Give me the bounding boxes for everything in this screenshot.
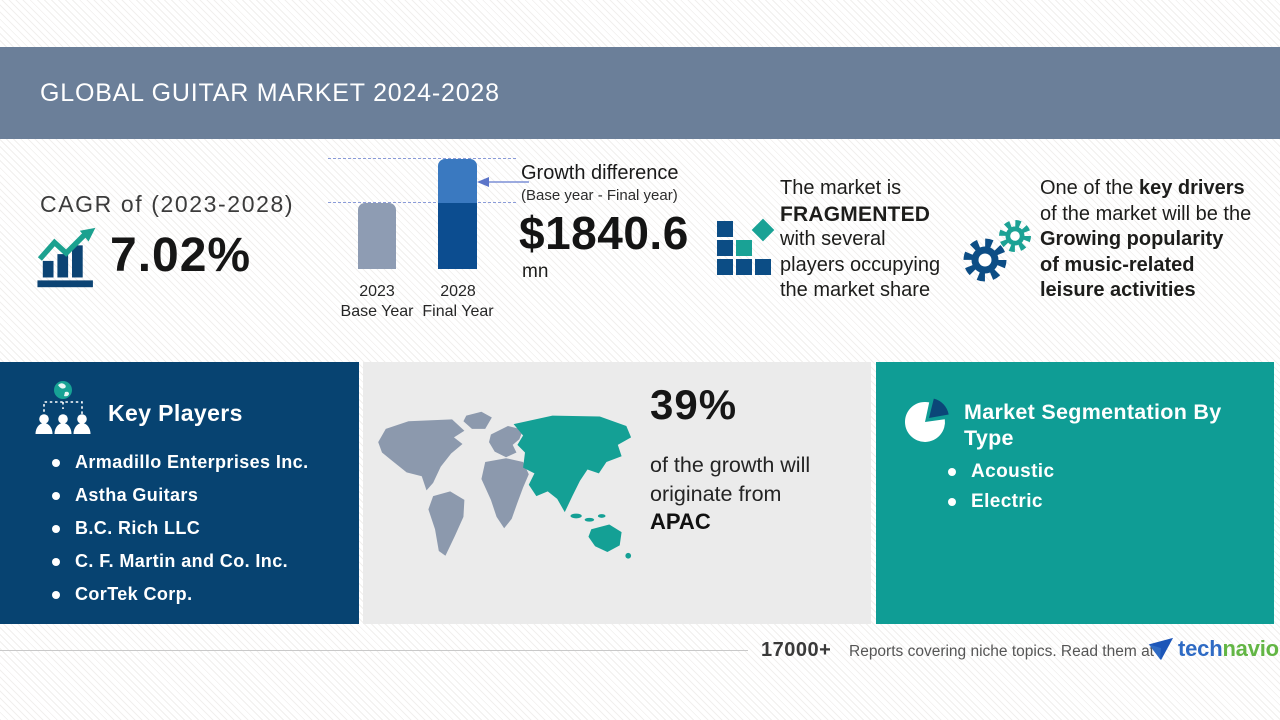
key-driver-line: One of the key drivers bbox=[1040, 177, 1245, 199]
apac-line: of the growth will bbox=[650, 453, 811, 477]
growth-chart-icon bbox=[37, 227, 96, 288]
bar-year: 2023 bbox=[359, 283, 395, 300]
growth-difference-title: Growth difference bbox=[521, 162, 679, 184]
fragmentation-line: players occupying bbox=[780, 253, 941, 276]
fragmentation-line: the market share bbox=[780, 279, 931, 301]
cagr-value: 7.02% bbox=[110, 229, 252, 282]
bullet-icon bbox=[52, 590, 60, 599]
segmentation-item: Acoustic bbox=[948, 461, 1054, 483]
key-player-item: C. F. Martin and Co. Inc. bbox=[52, 551, 308, 572]
bullet-icon bbox=[52, 491, 60, 500]
key-driver-bold-line: of music-related bbox=[1040, 253, 1195, 276]
bar-2028 bbox=[438, 159, 477, 269]
key-players-icon bbox=[35, 381, 91, 434]
key-driver-text: One of the key drivers of the market wil… bbox=[1040, 176, 1275, 304]
technavio-logo[interactable]: technavio™ bbox=[1148, 636, 1280, 662]
segmentation-title: Market Segmentation By Type bbox=[964, 400, 1222, 450]
key-players-panel bbox=[0, 362, 359, 624]
pie-chart-icon bbox=[904, 398, 949, 442]
bar-role: Final Year bbox=[422, 303, 494, 320]
key-player-item: B.C. Rich LLC bbox=[52, 518, 308, 539]
key-players-title: Key Players bbox=[108, 400, 243, 426]
guide-line-base-year bbox=[328, 202, 516, 203]
bar-role: Base Year bbox=[340, 303, 414, 320]
world-map bbox=[378, 411, 632, 559]
footer-report-count: 17000+ bbox=[761, 639, 832, 661]
fragmentation-line: The market is bbox=[780, 177, 902, 199]
key-players-list: Armadillo Enterprises Inc. Astha Guitars… bbox=[52, 452, 308, 617]
bullet-icon bbox=[52, 557, 60, 566]
key-player-item: Armadillo Enterprises Inc. bbox=[52, 452, 308, 473]
bullet-icon bbox=[948, 468, 956, 476]
key-driver-line: of the market will be the bbox=[1040, 202, 1252, 225]
map-rest-of-world bbox=[378, 411, 529, 556]
bar-2028-base-segment bbox=[438, 203, 477, 269]
key-driver-bold-line: leisure activities bbox=[1040, 279, 1196, 301]
cagr-label: CAGR of (2023-2028) bbox=[40, 191, 295, 217]
technavio-plane-icon bbox=[1148, 637, 1174, 661]
bullet-icon bbox=[52, 524, 60, 533]
bullet-icon bbox=[52, 458, 60, 467]
bar-2028-growth-segment bbox=[438, 159, 477, 203]
segmentation-item: Electric bbox=[948, 491, 1054, 513]
apac-line: originate from bbox=[650, 481, 782, 506]
growth-difference-subtitle: (Base year - Final year) bbox=[521, 187, 678, 204]
fragmentation-emphasis: FRAGMENTED bbox=[780, 202, 931, 226]
bar-2023 bbox=[358, 203, 396, 269]
key-player-item: CorTek Corp. bbox=[52, 584, 308, 605]
teal-gear bbox=[999, 220, 1031, 252]
footer-tagline: Reports covering niche topics. Read them… bbox=[849, 643, 1154, 660]
left-arrow-icon bbox=[477, 177, 529, 187]
key-player-item: Astha Guitars bbox=[52, 485, 308, 506]
header-bar: GLOBAL GUITAR MARKET 2024-2028 bbox=[0, 47, 1280, 139]
brand-navio: navio bbox=[1222, 636, 1279, 661]
page-title: GLOBAL GUITAR MARKET 2024-2028 bbox=[40, 78, 500, 107]
gears-icon bbox=[963, 220, 1031, 282]
apac-text: of the growth will originate from APAC bbox=[650, 451, 810, 537]
growth-difference-value: $1840.6 bbox=[519, 207, 689, 259]
blue-gear bbox=[963, 238, 1007, 282]
brand-tech: tech bbox=[1178, 636, 1223, 661]
guide-line-final-year bbox=[328, 158, 516, 159]
apac-percent: 39% bbox=[650, 381, 738, 428]
apac-region-label: APAC bbox=[650, 509, 711, 534]
bar-label-2023: 2023 Base Year bbox=[339, 282, 415, 322]
key-driver-bold-line: Growing popularity bbox=[1040, 228, 1224, 250]
fragmented-squares-icon bbox=[717, 218, 775, 277]
brand-trademark: ™ bbox=[1279, 644, 1280, 654]
fragmentation-text: The market is FRAGMENTED with several pl… bbox=[780, 176, 990, 304]
growth-difference-unit: mn bbox=[522, 261, 549, 282]
bar-label-2028: 2028 Final Year bbox=[420, 282, 496, 322]
bullet-icon bbox=[948, 498, 956, 506]
segmentation-list: Acoustic Electric bbox=[948, 461, 1054, 521]
bar-year: 2028 bbox=[440, 283, 476, 300]
fragmentation-line: with several bbox=[780, 228, 886, 250]
footer-divider bbox=[0, 650, 748, 651]
map-apac-region bbox=[513, 415, 632, 559]
